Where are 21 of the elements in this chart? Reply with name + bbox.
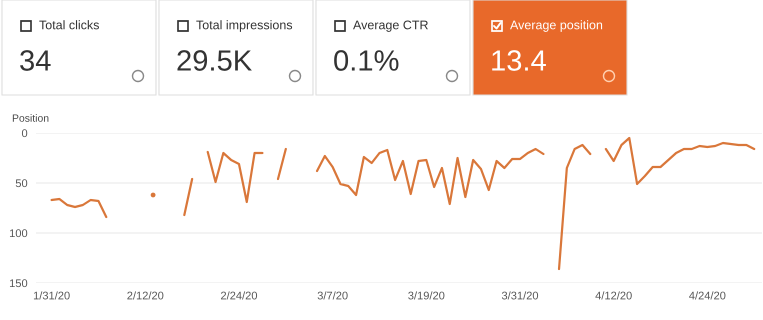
x-tick-label: 2/12/20 (127, 291, 164, 300)
text: Average CTR (353, 20, 428, 32)
y-tick-label: 50 (16, 179, 28, 188)
x-tick-label: 2/24/20 (220, 291, 258, 300)
text: 13.4 (492, 50, 546, 71)
x-tick-label: 4/24/20 (689, 291, 726, 300)
text: Average position (510, 20, 602, 32)
text: 29.5K (177, 50, 252, 71)
text: Total clicks (39, 20, 99, 30)
x-tick-label: 3/7/20 (318, 291, 348, 300)
text: Total impressions (196, 20, 292, 32)
x-tick-label: 3/19/20 (408, 291, 444, 300)
y-tick-label: 150 (10, 279, 28, 288)
y-axis-title: Position (12, 114, 48, 122)
text: 34 (20, 50, 51, 71)
text: 0.1% (334, 50, 398, 71)
x-tick-label: 1/31/20 (34, 291, 70, 300)
x-tick-label: 4/12/20 (595, 291, 632, 300)
y-tick-label: 0 (22, 129, 28, 138)
x-tick-label: 3/31/20 (502, 291, 538, 300)
y-tick-label: 100 (10, 229, 28, 238)
